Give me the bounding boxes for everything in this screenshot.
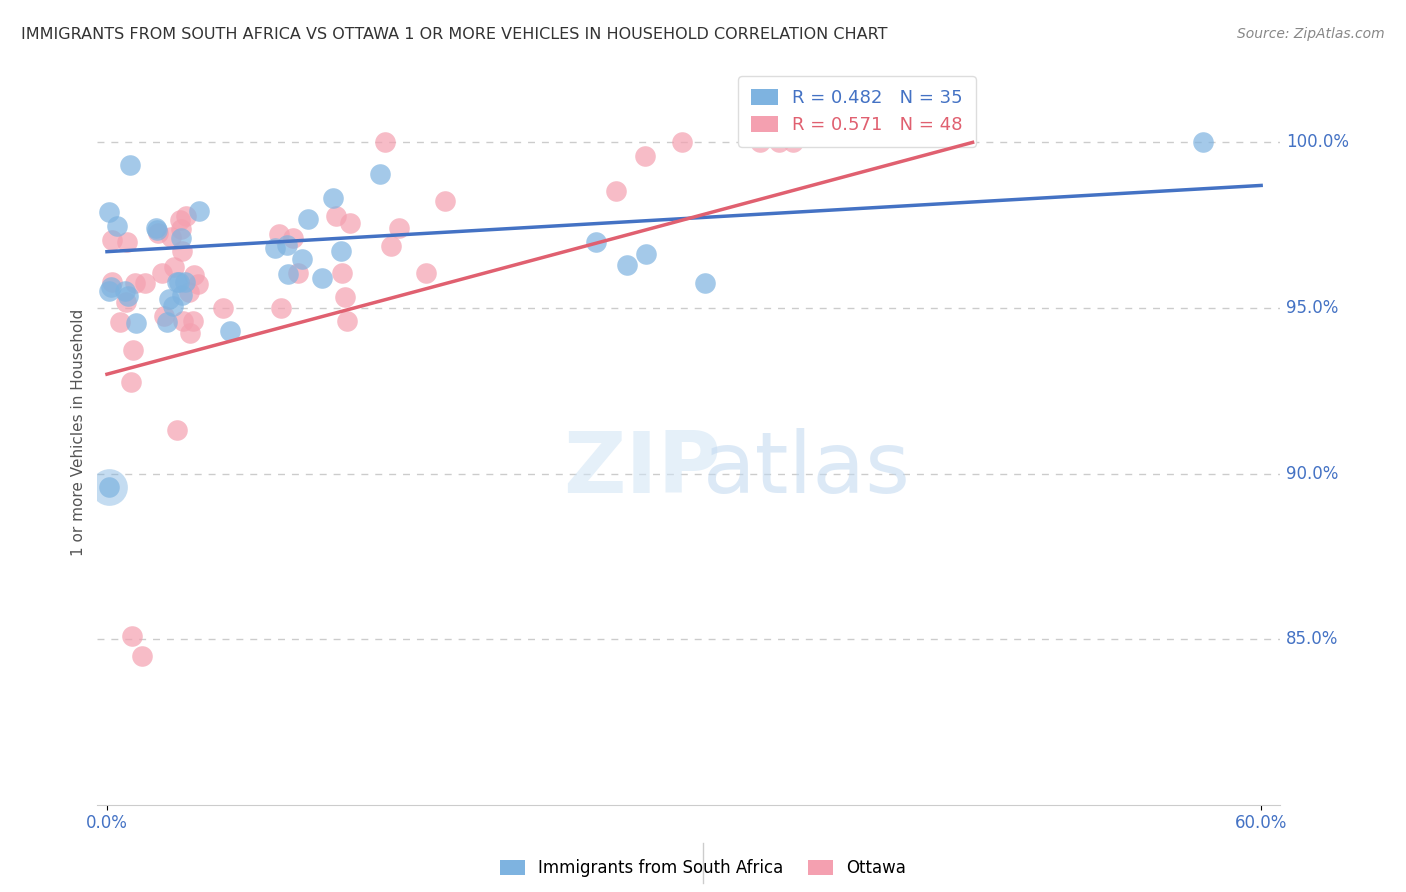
Point: [1192, 136, 1215, 150]
Point: [172, 314, 194, 328]
Point: [269, 227, 291, 242]
Point: [287, 266, 309, 280]
Text: Source: ZipAtlas.com: Source: ZipAtlas.com: [1237, 27, 1385, 41]
Point: [146, 227, 169, 241]
Point: [153, 309, 176, 323]
Point: [368, 167, 391, 181]
Point: [634, 247, 657, 261]
Legend: R = 0.482   N = 35, R = 0.571   N = 48: R = 0.482 N = 35, R = 0.571 N = 48: [738, 76, 976, 147]
Point: [768, 136, 790, 150]
Point: [121, 629, 143, 643]
Point: [156, 315, 179, 329]
Point: [270, 301, 292, 316]
Point: [671, 136, 693, 150]
Point: [166, 276, 188, 290]
Y-axis label: 1 or more Vehicles in Household: 1 or more Vehicles in Household: [72, 309, 86, 556]
Point: [169, 275, 191, 289]
Point: [115, 235, 138, 250]
Point: [329, 244, 352, 259]
Point: [374, 136, 396, 150]
Point: [281, 231, 304, 245]
Text: 95.0%: 95.0%: [1286, 299, 1339, 317]
Point: [170, 244, 193, 259]
Point: [335, 290, 357, 304]
Point: [97, 205, 120, 219]
Point: [415, 266, 437, 280]
Point: [150, 267, 173, 281]
Point: [117, 289, 139, 303]
Point: [97, 480, 120, 494]
Text: 85.0%: 85.0%: [1286, 630, 1339, 648]
Point: [782, 136, 804, 150]
Point: [616, 258, 638, 272]
Point: [297, 211, 319, 226]
Point: [634, 148, 657, 162]
Point: [179, 326, 201, 340]
Point: [388, 220, 411, 235]
Point: [605, 185, 627, 199]
Point: [695, 276, 717, 290]
Point: [145, 220, 167, 235]
Point: [325, 209, 347, 223]
Point: [124, 276, 146, 290]
Point: [162, 299, 184, 313]
Point: [181, 314, 204, 328]
Point: [146, 223, 169, 237]
Point: [276, 238, 298, 252]
Text: IMMIGRANTS FROM SOUTH AFRICA VS OTTAWA 1 OR MORE VEHICLES IN HOUSEHOLD CORRELATI: IMMIGRANTS FROM SOUTH AFRICA VS OTTAWA 1…: [21, 27, 887, 42]
Point: [187, 204, 209, 219]
Point: [120, 158, 142, 172]
Point: [585, 235, 607, 249]
Point: [163, 260, 186, 274]
Point: [219, 324, 242, 338]
Point: [122, 343, 145, 358]
Text: atlas: atlas: [703, 428, 911, 511]
Point: [336, 314, 359, 328]
Point: [748, 136, 770, 150]
Point: [98, 284, 121, 298]
Point: [101, 275, 124, 289]
Point: [183, 268, 205, 282]
Text: 90.0%: 90.0%: [1286, 465, 1339, 483]
Point: [105, 219, 128, 234]
Point: [169, 231, 191, 245]
Point: [291, 252, 314, 266]
Point: [169, 213, 191, 227]
Point: [174, 209, 197, 223]
Point: [114, 285, 136, 299]
Point: [100, 280, 122, 294]
Point: [131, 648, 153, 663]
Point: [170, 222, 193, 236]
Point: [339, 216, 361, 230]
Point: [330, 266, 353, 280]
Text: ZIP: ZIP: [562, 428, 720, 511]
Point: [108, 316, 131, 330]
Point: [211, 301, 233, 315]
Point: [134, 276, 156, 290]
Point: [322, 191, 344, 205]
Point: [97, 480, 120, 494]
Point: [434, 194, 457, 209]
Point: [120, 375, 142, 389]
Point: [170, 287, 193, 301]
Point: [160, 230, 183, 244]
Legend: Immigrants from South Africa, Ottawa: Immigrants from South Africa, Ottawa: [494, 853, 912, 884]
Text: 100.0%: 100.0%: [1286, 134, 1350, 152]
Point: [101, 233, 124, 247]
Point: [174, 275, 197, 289]
Point: [114, 295, 136, 310]
Point: [177, 285, 200, 299]
Point: [125, 316, 148, 330]
Point: [277, 268, 299, 282]
Point: [264, 241, 287, 255]
Point: [187, 277, 209, 291]
Point: [380, 239, 402, 253]
Point: [311, 270, 333, 285]
Point: [166, 423, 188, 437]
Point: [157, 292, 180, 306]
